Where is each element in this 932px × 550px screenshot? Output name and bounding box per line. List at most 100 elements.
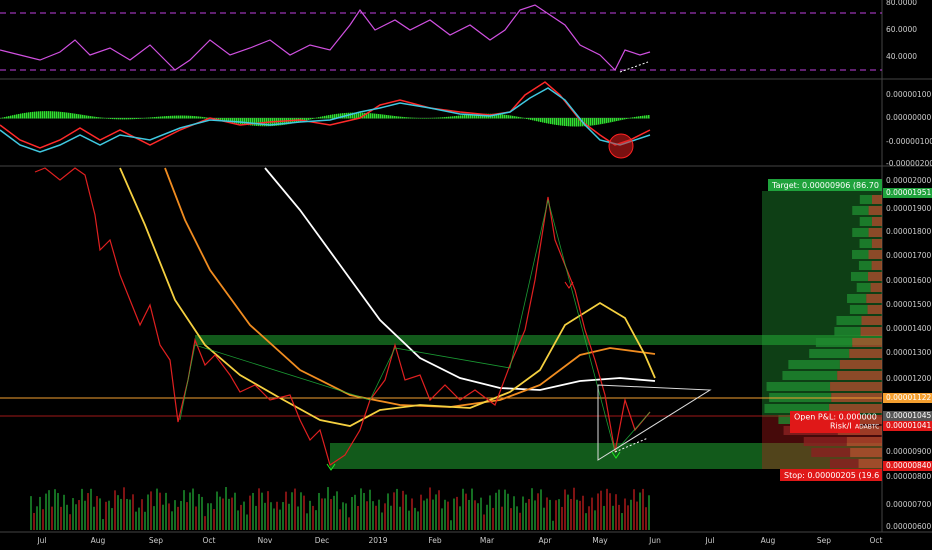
- volume-bar: [78, 500, 80, 530]
- macd-bar: [478, 113, 480, 119]
- volume-bar: [405, 494, 407, 530]
- price-tick-label: 0.00000900: [886, 447, 932, 456]
- macd-bar: [572, 118, 574, 127]
- macd-bar: [134, 118, 136, 120]
- macd-bar: [304, 118, 306, 121]
- macd-bar: [330, 114, 332, 119]
- macd-bar: [528, 118, 530, 120]
- profile-bar: [859, 239, 872, 248]
- profile-bar: [868, 228, 882, 237]
- price-tag-box: [883, 421, 932, 431]
- volume-bar: [162, 504, 164, 530]
- macd-bar: [404, 117, 406, 119]
- macd-bar: [586, 118, 588, 127]
- macd-bar: [112, 118, 114, 120]
- volume-bar: [315, 510, 317, 530]
- volume-bar: [477, 503, 479, 530]
- price-up: [179, 199, 651, 453]
- volume-bar: [570, 498, 572, 530]
- volume-bar: [354, 494, 356, 530]
- price-tick-label: 0.00001500: [886, 300, 932, 309]
- macd-bar: [526, 118, 528, 120]
- macd-bar: [594, 118, 596, 126]
- macd-bar: [12, 115, 14, 119]
- volume-bar: [177, 506, 179, 530]
- macd-bar: [232, 118, 234, 123]
- volume-bar: [366, 501, 368, 530]
- macd-bar: [34, 111, 36, 119]
- macd-bar: [400, 116, 402, 119]
- volume-bar: [381, 512, 383, 530]
- volume-bar: [96, 496, 98, 530]
- macd-bar: [382, 114, 384, 119]
- volume-bar: [468, 499, 470, 530]
- macd-bar: [538, 118, 540, 122]
- macd-bar: [66, 112, 68, 119]
- volume-bar: [240, 504, 242, 530]
- macd-bar: [372, 113, 374, 119]
- volume-bar: [60, 506, 62, 530]
- macd-bar: [560, 118, 562, 126]
- macd-bar: [522, 117, 524, 119]
- volume-bar: [282, 502, 284, 530]
- profile-bar: [866, 294, 882, 303]
- macd-bar: [632, 117, 634, 119]
- macd-bar: [154, 117, 156, 119]
- macd-bar: [380, 114, 382, 119]
- arrow: [564, 281, 574, 289]
- volume-bar: [222, 498, 224, 530]
- macd-histogram: [0, 111, 650, 127]
- macd-bar: [610, 118, 612, 123]
- volume-bar: [285, 491, 287, 530]
- macd-bar: [496, 114, 498, 119]
- volume-bar: [81, 488, 83, 530]
- x-tick-label: Jul: [704, 536, 714, 545]
- volume-bar: [231, 497, 233, 530]
- trendline: [614, 437, 649, 453]
- volume-bar: [648, 495, 650, 530]
- macd-bar: [418, 117, 420, 119]
- macd-bar: [432, 117, 434, 119]
- macd-bar: [502, 114, 504, 119]
- pnl-label: Open P&L: 0.000000: [794, 413, 877, 422]
- macd-bar: [50, 111, 52, 119]
- profile-bar: [858, 459, 882, 468]
- macd-bar: [638, 116, 640, 119]
- volume-bar: [216, 491, 218, 530]
- macd-bar: [318, 117, 320, 119]
- volume-bar: [351, 496, 353, 530]
- macd-bar: [448, 116, 450, 119]
- volume-bar: [303, 495, 305, 530]
- macd-bar: [168, 115, 170, 119]
- volume-bar: [108, 500, 110, 530]
- volume-bar: [72, 498, 74, 530]
- macd-bar: [6, 116, 8, 119]
- volume-bar: [564, 489, 566, 530]
- x-tick-label: Aug: [91, 536, 106, 545]
- macd-bar: [140, 118, 142, 119]
- macd-bar: [100, 117, 102, 119]
- macd-bar: [510, 115, 512, 119]
- profile-bar: [859, 195, 873, 204]
- x-tick-label: Sep: [817, 536, 831, 545]
- macd-bar: [2, 117, 4, 119]
- macd-bar: [472, 114, 474, 119]
- volume-bar: [567, 494, 569, 530]
- volume-bar: [156, 488, 158, 530]
- macd-bar: [466, 114, 468, 119]
- volume-bar: [165, 492, 167, 530]
- volume-bar: [390, 505, 392, 530]
- profile-bar: [766, 382, 831, 391]
- price-tag: 0.00000840: [886, 461, 932, 470]
- volume-bar: [561, 506, 563, 530]
- volume-bar: [201, 496, 203, 530]
- macd-bar: [452, 116, 454, 119]
- volume-bar: [114, 490, 116, 530]
- price-tick-label: 0.00001600: [886, 276, 932, 285]
- price-tick-label: 0.00001800: [886, 227, 932, 236]
- macd-bar: [324, 115, 326, 119]
- macd-bar: [544, 118, 546, 123]
- volume-bar: [507, 493, 509, 530]
- macd-bar: [602, 118, 604, 124]
- macd-bar: [648, 115, 650, 119]
